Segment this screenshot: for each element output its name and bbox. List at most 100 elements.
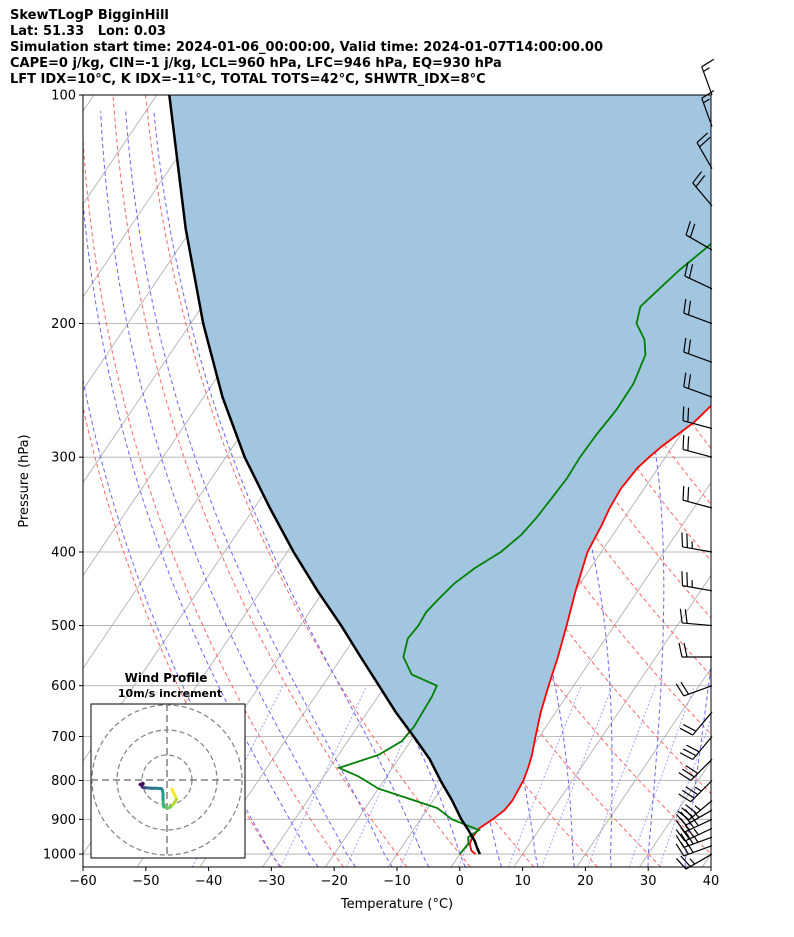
- isotherm: [576, 667, 711, 867]
- wind-barb-flag: [678, 642, 683, 658]
- y-tick-label: 800: [51, 774, 76, 789]
- chart-indices-cape: CAPE=0 j/kg, CIN=-1 j/kg, LCL=960 hPa, L…: [10, 56, 502, 71]
- hodograph-frame: [90, 703, 246, 859]
- x-axis-label: Temperature (°C): [340, 897, 453, 912]
- y-tick-label: 1000: [43, 848, 76, 863]
- x-tick-label: 10: [514, 874, 531, 889]
- y-tick-label: 100: [51, 89, 76, 104]
- moist-adiabat: [684, 110, 711, 867]
- wind-barb-flag: [682, 748, 697, 757]
- chart-indices-stability: LFT IDX=10°C, K IDX=-11°C, TOTAL TOTS=42…: [10, 72, 486, 87]
- wind-barb: [683, 372, 713, 398]
- wind-barb-flag: [687, 339, 692, 354]
- wind-barb-flag: [684, 262, 689, 277]
- wind-barb-half: [694, 805, 701, 811]
- wind-barb-flag: [686, 533, 688, 548]
- wind-barb-flag: [683, 337, 687, 353]
- y-tick-label: 300: [51, 451, 76, 466]
- chart-location: Lat: 51.33 Lon: 0.03: [10, 24, 166, 39]
- isotherm: [450, 481, 711, 867]
- wind-barb: [681, 532, 713, 553]
- wind-barb-flag: [687, 436, 690, 451]
- wind-barb-flag: [685, 831, 694, 845]
- wind-barb-half: [689, 858, 696, 865]
- wind-barb: [701, 90, 715, 127]
- hodograph-title: Wind Profile: [125, 671, 208, 685]
- wind-barb: [701, 58, 715, 96]
- wind-barb: [677, 800, 713, 821]
- wind-barb-staff: [688, 800, 713, 821]
- wind-barb-flag: [682, 406, 685, 421]
- wind-barb-flag: [696, 132, 709, 144]
- wind-barb-flag: [679, 727, 693, 736]
- y-axis-label: Pressure (hPa): [17, 434, 32, 527]
- wind-barb-flag: [688, 264, 694, 279]
- wind-barb-flag: [701, 90, 715, 99]
- wind-barb: [675, 853, 713, 870]
- wind-barb-flag: [675, 843, 685, 857]
- wind-barb-staff: [690, 758, 713, 781]
- wind-barb-flag: [685, 765, 699, 774]
- wind-barb-flag: [683, 642, 688, 658]
- wind-barb-flag: [685, 221, 691, 236]
- wind-barb-flag: [686, 572, 688, 587]
- x-tick-label: 20: [577, 874, 594, 889]
- wind-barb-staff: [692, 736, 713, 760]
- dry-adiabat: [83, 131, 344, 867]
- wind-barb-flag: [679, 608, 683, 624]
- x-tick-label: −10: [383, 874, 410, 889]
- wind-barb-flag: [683, 372, 687, 387]
- mixing-ratio-line: [628, 685, 695, 867]
- wind-barbs: [675, 58, 715, 870]
- isotherm: [701, 853, 711, 867]
- dry-adiabat: [112, 95, 408, 867]
- y-tick-label: 400: [51, 546, 76, 561]
- wind-barb: [678, 758, 713, 781]
- wind-barb-flag: [687, 300, 692, 316]
- wind-barb: [675, 681, 713, 697]
- sounding-layer: [168, 95, 711, 855]
- moist-adiabat: [83, 377, 282, 867]
- wind-barb: [679, 711, 713, 736]
- wind-barb-half: [695, 786, 702, 792]
- wind-barb-flag: [675, 829, 686, 842]
- isotherm: [83, 95, 95, 112]
- wind-barb-flag: [675, 858, 687, 870]
- wind-barb-flag: [681, 807, 694, 818]
- wind-barb-half: [703, 98, 710, 104]
- wind-barb-flag: [678, 793, 692, 803]
- wind-barb-flag: [692, 171, 702, 184]
- y-tick-label: 900: [51, 813, 76, 828]
- chart-title: SkewTLogP BigginHill: [10, 8, 169, 23]
- hodograph-inset: Wind Profile 10m/s increment: [90, 671, 246, 859]
- y-tick-label: 700: [51, 730, 76, 745]
- wind-barb-flag: [682, 723, 697, 732]
- wind-barb-flag: [686, 744, 700, 753]
- moist-adiabat: [153, 111, 430, 867]
- moist-adiabat: [83, 197, 319, 867]
- wind-barb-half: [693, 819, 699, 827]
- wind-barb-flag: [684, 609, 688, 624]
- wind-barb-flag: [687, 374, 692, 389]
- dry-adiabat: [470, 95, 711, 506]
- axes-layer: −60 −50 −40 −30 −20 −10 0 10 20 30 40 100 200 300 400 5…: [43, 89, 719, 890]
- wind-barb-staff: [701, 66, 713, 96]
- wind-barb-flag: [681, 768, 695, 778]
- wind-barb-staff: [683, 386, 713, 398]
- x-tick-label: −20: [320, 874, 347, 889]
- wind-barb-flag: [677, 810, 690, 821]
- wind-barb: [679, 608, 713, 627]
- wind-barb: [682, 435, 713, 458]
- x-tick-label: −50: [132, 874, 159, 889]
- wind-barb-flag: [701, 58, 715, 68]
- hodograph-subtitle: 10m/s increment: [118, 687, 222, 700]
- wind-barb-flag: [687, 407, 690, 423]
- wind-barb-half: [703, 67, 710, 73]
- wind-barb-flag: [681, 571, 684, 586]
- wind-barb: [679, 736, 713, 761]
- wind-barb-flag: [680, 681, 690, 695]
- wind-barb-flag: [685, 804, 698, 814]
- wind-barb-flag: [675, 683, 685, 697]
- wind-barb: [685, 221, 713, 251]
